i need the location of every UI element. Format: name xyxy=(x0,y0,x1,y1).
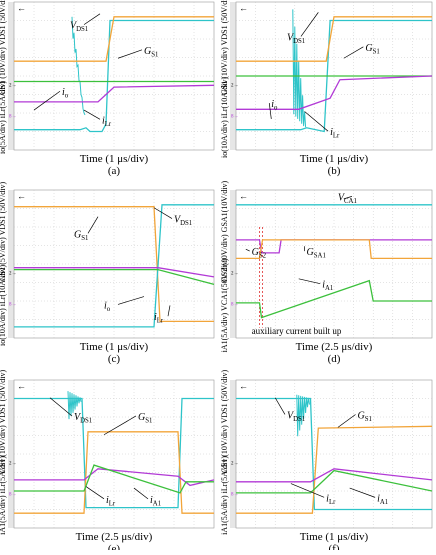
x-axis-label: Time (1 μs/div) xyxy=(80,341,149,353)
scope-sidebar xyxy=(8,380,14,528)
scope-sidebar xyxy=(8,2,14,150)
x-axis-label: Time (2.5 μs/div) xyxy=(76,531,153,543)
channel-marker: 2→ xyxy=(9,271,17,276)
scope-sidebar xyxy=(230,190,236,338)
scope-sidebar xyxy=(8,190,14,338)
panel-caption: (d) xyxy=(328,353,341,365)
channel-marker: 8→ xyxy=(9,302,17,307)
panel-caption: (a) xyxy=(108,165,121,177)
x-axis-label: Time (1 μs/div) xyxy=(80,153,149,165)
trigger-marker: ← xyxy=(239,191,248,201)
y-axis-label: io(10A/div) iLr(10A/div) xyxy=(220,77,229,158)
channel-marker: 8→ xyxy=(231,114,239,119)
annotation-text: auxiliary current built up xyxy=(252,326,342,336)
trigger-marker: ← xyxy=(239,3,248,13)
panel-caption: (b) xyxy=(328,165,341,177)
y-axis-label: GS1 (10V/div) VDS1 (50V/div) xyxy=(0,0,7,95)
panel-caption: (c) xyxy=(108,353,121,365)
y-axis-label: io(5A/div) iLr(5A/div) xyxy=(0,81,7,154)
channel-marker: 2→ xyxy=(231,271,239,276)
trigger-marker: ← xyxy=(17,381,26,391)
scope-sidebar xyxy=(230,2,236,150)
y-axis-label: iA1(5A/div) iLr(5A/div) xyxy=(0,456,7,535)
trigger-marker: ← xyxy=(17,191,26,201)
y-axis-label: io(10A/div) iLr(10A/div) xyxy=(0,265,7,346)
channel-marker: 8→ xyxy=(231,492,239,497)
x-axis-label: Time (1 μs/div) xyxy=(300,153,369,165)
x-axis-label: Time (2.5 μs/div) xyxy=(296,341,373,353)
x-axis-label: Time (1 μs/div) xyxy=(300,531,369,543)
trigger-marker: ← xyxy=(17,3,26,13)
channel-marker: 8→ xyxy=(9,492,17,497)
channel-marker: 2→ xyxy=(9,461,17,466)
channel-marker: 2→ xyxy=(9,83,17,88)
panel-caption: (e) xyxy=(108,543,121,550)
channel-marker: 2→ xyxy=(231,83,239,88)
trigger-marker: ← xyxy=(239,381,248,391)
y-axis-label: iA1(5A/div) VCA1(50V/div) xyxy=(220,258,229,352)
scope-sidebar xyxy=(230,380,236,528)
panel-caption: (f) xyxy=(329,543,340,550)
y-axis-label: iA1(5A/div) iLr(5A/div) xyxy=(220,456,229,535)
channel-marker: 8→ xyxy=(231,302,239,307)
channel-marker: 2→ xyxy=(231,461,239,466)
channel-marker: 8→ xyxy=(9,114,17,119)
